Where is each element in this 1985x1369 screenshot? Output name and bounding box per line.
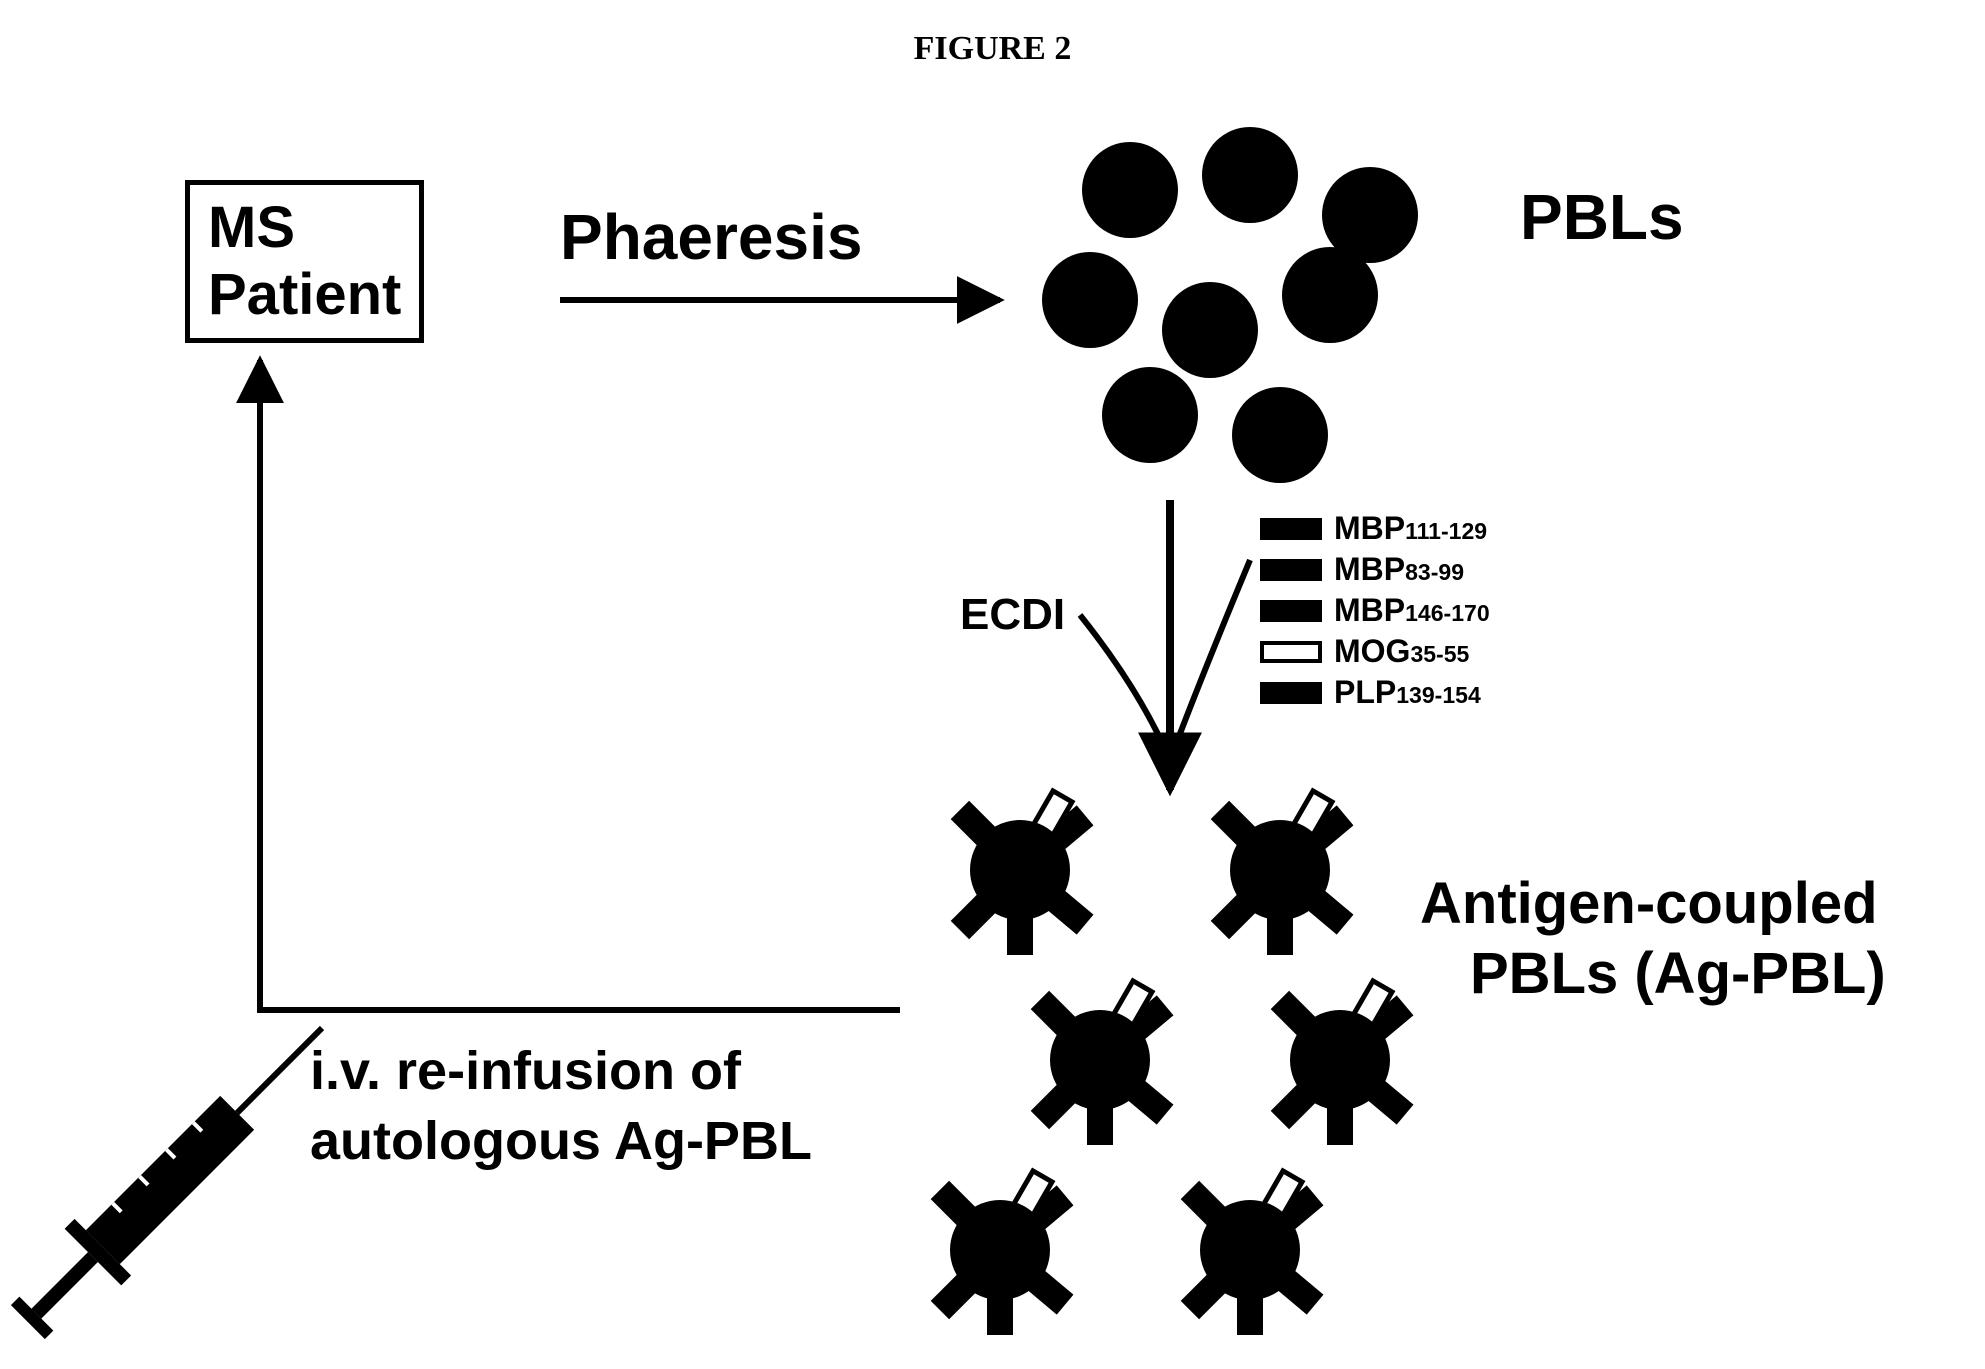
ag-pbl-cell bbox=[951, 791, 1094, 955]
pbl-cell bbox=[1232, 387, 1328, 483]
pbl-cell bbox=[1042, 252, 1138, 348]
phaeresis-label: Phaeresis bbox=[560, 200, 862, 274]
peptide-label: MBP146-170 bbox=[1334, 592, 1490, 629]
ag-pbl-cell bbox=[1211, 791, 1354, 955]
peptide-label: MBP111-129 bbox=[1334, 510, 1487, 547]
peptide-row: MBP83-99 bbox=[1260, 551, 1490, 588]
peptide-row: MOG35-55 bbox=[1260, 633, 1490, 670]
pbl-cell bbox=[1082, 142, 1178, 238]
pbl-cell bbox=[1282, 247, 1378, 343]
ecdi-label: ECDI bbox=[960, 590, 1065, 640]
pbl-cell bbox=[1202, 127, 1298, 223]
peptide-label: MOG35-55 bbox=[1334, 633, 1469, 670]
peptide-merge-curve bbox=[1170, 560, 1250, 760]
peptide-legend: MBP111-129 MBP83-99 MBP146-170 MOG35-55 PLP1… bbox=[1260, 510, 1490, 715]
antigen-coupled-line2: PBLs (Ag-PBL) bbox=[1470, 940, 1886, 1007]
ms-patient-line2: Patient bbox=[208, 262, 401, 329]
pbl-cell bbox=[1322, 167, 1418, 263]
ag-pbl-cell bbox=[1031, 981, 1174, 1145]
peptide-swatch bbox=[1260, 600, 1322, 622]
ms-patient-box: MS Patient bbox=[185, 180, 424, 343]
peptide-swatch bbox=[1260, 682, 1322, 704]
ag-pbl-cell bbox=[1271, 981, 1414, 1145]
peptide-swatch bbox=[1260, 518, 1322, 540]
syringe-icon bbox=[0, 1000, 350, 1351]
peptide-row: PLP139-154 bbox=[1260, 674, 1490, 711]
pbl-cell bbox=[1162, 282, 1258, 378]
ms-patient-line1: MS bbox=[208, 195, 401, 262]
reinfusion-arrow bbox=[260, 360, 900, 1010]
antigen-coupled-line1: Antigen-coupled bbox=[1420, 870, 1878, 937]
peptide-swatch bbox=[1260, 559, 1322, 581]
ecdi-merge-curve bbox=[1080, 615, 1170, 760]
pbl-cell bbox=[1102, 367, 1198, 463]
ag-pbl-cell bbox=[1181, 1171, 1324, 1335]
figure-title: FIGURE 2 bbox=[914, 30, 1072, 68]
reinfusion-line1: i.v. re-infusion of bbox=[310, 1040, 741, 1102]
peptide-label: MBP83-99 bbox=[1334, 551, 1464, 588]
ag-pbl-cell bbox=[931, 1171, 1074, 1335]
peptide-swatch bbox=[1260, 641, 1322, 663]
peptide-label: PLP139-154 bbox=[1334, 674, 1481, 711]
pbls-label: PBLs bbox=[1520, 180, 1684, 254]
reinfusion-line2: autologous Ag-PBL bbox=[310, 1110, 812, 1172]
peptide-row: MBP111-129 bbox=[1260, 510, 1490, 547]
peptide-row: MBP146-170 bbox=[1260, 592, 1490, 629]
